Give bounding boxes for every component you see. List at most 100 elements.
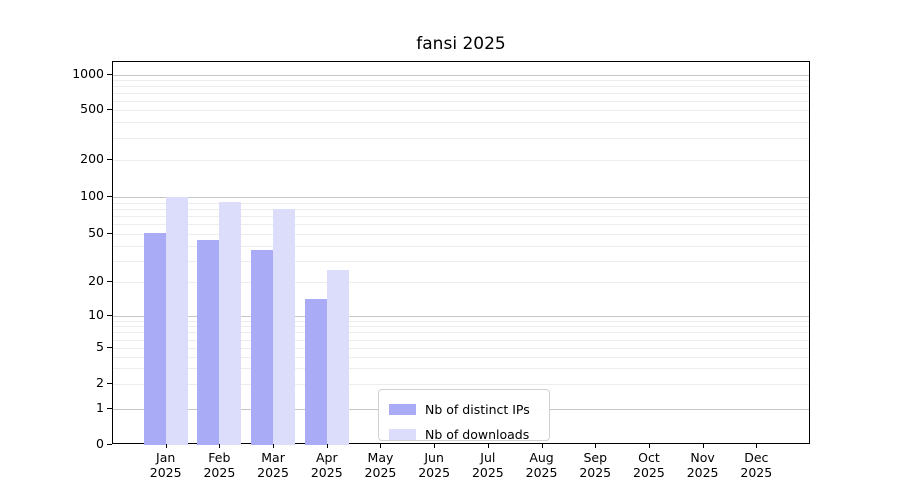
legend-label-distinct-ips: Nb of distinct IPs [425,402,530,417]
bar-downloads [219,202,242,445]
gridline-minor [113,368,809,370]
y-tick-mark [107,159,112,160]
x-tick-label: Nov 2025 [676,450,730,480]
y-tick-label: 20 [88,273,104,288]
x-tick-mark [165,444,167,448]
bar-downloads [326,270,349,445]
bar-downloads [273,208,296,445]
x-tick-year: 2025 [525,465,558,480]
bar-distinct-ips [143,232,166,445]
gridline-minor [113,332,809,334]
gridline-minor [113,100,809,102]
x-tick-month: Dec [744,450,769,465]
bar-distinct-ips [304,299,327,445]
legend: Nb of distinct IPs Nb of downloads [378,389,550,442]
plot-area [112,61,810,445]
x-tick-label: Aug 2025 [515,450,569,480]
x-tick-month: Jan [156,450,176,465]
gridline-minor [113,208,809,210]
x-tick-year: 2025 [364,465,397,480]
gridline-minor [113,356,809,358]
bar-distinct-ips [251,249,274,445]
x-tick-year: 2025 [633,465,665,480]
bar-distinct-ips [197,239,220,445]
y-tick-mark [107,196,112,197]
bar-downloads [165,197,188,445]
y-tick-mark [107,444,112,445]
x-tick-mark [541,444,543,448]
gridline-minor [113,216,809,218]
gridline-minor [113,137,809,139]
gridline-minor [113,110,809,111]
y-tick-label: 1 [96,400,104,415]
x-tick-mark [326,444,328,448]
gridline-minor [113,122,809,124]
y-tick-mark [107,315,112,316]
x-tick-label: Jul 2025 [461,450,515,480]
x-tick-label: Jan 2025 [139,450,193,480]
x-tick-month: May [367,450,394,465]
y-tick-mark [107,281,112,282]
y-tick-label: 10 [88,307,104,322]
x-tick-mark [380,444,382,448]
x-tick-mark [702,444,704,448]
gridline-minor [113,339,809,341]
gridline-minor [113,326,809,328]
x-tick-month: Jun [424,450,444,465]
y-tick-mark [107,74,112,75]
x-tick-mark [434,444,436,448]
x-tick-month: Sep [583,450,607,465]
x-tick-month: Aug [529,450,554,465]
x-tick-year: 2025 [740,465,773,480]
x-tick-year: 2025 [149,465,182,480]
x-tick-label: Jun 2025 [407,450,461,480]
y-tick-label: 1000 [72,66,104,81]
x-tick-month: Oct [638,450,660,465]
y-tick-label: 100 [80,188,104,203]
y-tick-label: 50 [88,225,104,240]
gridline-minor [113,224,809,226]
legend-swatch-downloads [389,429,416,440]
x-tick-year: 2025 [471,465,504,480]
gridline-minor [113,320,809,322]
x-tick-month: Apr [315,450,338,465]
gridline-minor [113,348,809,349]
gridline-minor [113,260,809,262]
x-tick-label: Apr 2025 [300,450,354,480]
y-tick-mark [107,408,112,409]
x-tick-label: May 2025 [353,450,407,480]
gridline-minor [113,282,809,283]
gridline-major [113,316,809,317]
x-tick-label: Dec 2025 [729,450,783,480]
gridline-minor [113,245,809,247]
x-tick-label: Sep 2025 [568,450,622,480]
gridline-minor [113,160,809,161]
y-tick-label: 200 [80,151,104,166]
x-tick-month: Jul [480,450,496,465]
y-tick-mark [107,383,112,384]
legend-swatch-distinct-ips [389,404,416,415]
y-tick-label: 500 [80,101,104,116]
x-tick-mark [273,444,275,448]
x-tick-mark [595,444,597,448]
x-tick-label: Feb 2025 [192,450,246,480]
x-tick-mark [487,444,489,448]
x-tick-mark [219,444,221,448]
gridline-minor [113,80,809,82]
x-tick-mark [648,444,650,448]
x-tick-month: Mar [261,450,285,465]
x-tick-year: 2025 [686,465,719,480]
chart-title: fansi 2025 [416,34,506,54]
x-tick-year: 2025 [579,465,612,480]
gridline-major [113,197,809,198]
x-tick-year: 2025 [203,465,236,480]
x-tick-year: 2025 [310,465,343,480]
y-tick-label: 5 [96,339,104,354]
legend-item-distinct-ips: Nb of distinct IPs [389,397,549,422]
y-tick-mark [107,233,112,234]
x-tick-month: Feb [208,450,231,465]
x-tick-year: 2025 [257,465,289,480]
y-tick-mark [107,347,112,348]
y-tick-label: 0 [96,436,104,451]
